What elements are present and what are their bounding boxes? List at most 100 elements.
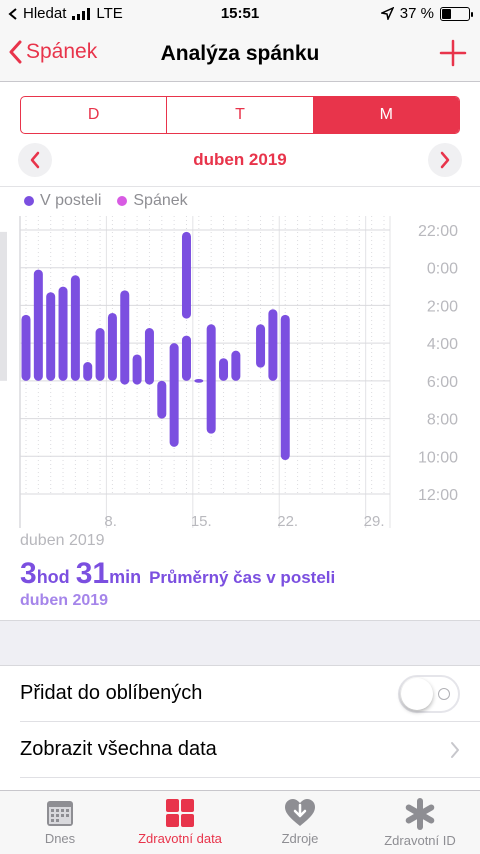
summary-range-label: duben 2019 — [20, 532, 105, 549]
show-all-data-row[interactable]: Zobrazit všechna data — [0, 722, 480, 778]
favorite-label: Přidat do oblíbených — [20, 682, 203, 704]
section-separator — [0, 620, 480, 666]
y-tick-label: 4:00 — [427, 336, 458, 353]
legend-item-asleep: Spánek — [117, 192, 188, 210]
plus-icon — [439, 39, 467, 67]
month-title: duben 2019 — [193, 150, 287, 169]
back-to-app-icon — [8, 7, 17, 20]
battery-percent: 37 % — [399, 5, 434, 22]
chart-bar — [33, 269, 43, 381]
chart-bar — [181, 335, 191, 381]
summary-hours-unit: hod — [36, 567, 70, 587]
chevron-right-icon — [451, 742, 459, 758]
status-time: 15:51 — [220, 5, 260, 22]
tab-medical-id[interactable]: Zdravotní ID — [360, 791, 480, 854]
toggle-knob — [401, 678, 433, 710]
segment-week[interactable]: T — [167, 97, 314, 133]
summary-month: duben 2019 — [20, 592, 109, 609]
tab-label: Zdravotní ID — [384, 833, 456, 848]
back-label: Spánek — [26, 40, 98, 63]
carrier-label: Hledat — [23, 5, 67, 22]
chart-bar — [120, 290, 130, 385]
chart-bar — [231, 350, 241, 381]
legend-item-in-bed: V posteli — [24, 192, 101, 210]
status-right: 37 % — [380, 5, 473, 22]
chart-bar — [157, 380, 167, 419]
location-icon — [380, 7, 394, 20]
asterisk-icon — [405, 798, 435, 830]
legend-dot-in-bed — [24, 196, 34, 206]
show-all-data-label: Zobrazit všechna data — [20, 738, 217, 760]
favorite-toggle[interactable] — [398, 675, 460, 713]
tab-sources[interactable]: Zdroje — [240, 791, 360, 854]
x-tick-label: 8. — [104, 513, 117, 530]
battery-icon — [440, 6, 473, 21]
chart-bar — [107, 312, 117, 381]
chart-bar — [70, 275, 80, 381]
chart-bar — [95, 328, 105, 381]
row-divider — [20, 777, 480, 778]
y-tick-label: 12:00 — [418, 487, 458, 504]
chart-bar — [169, 343, 179, 447]
x-tick-label: 15. — [191, 513, 212, 530]
chart-bar — [194, 378, 204, 383]
status-bar: Hledat LTE 15:51 37 % — [0, 0, 480, 28]
next-month-button[interactable] — [428, 143, 462, 177]
summary-average: 3 hod 31 min Průměrný čas v posteli — [20, 557, 335, 591]
row-divider — [20, 721, 480, 722]
segment-day[interactable]: D — [21, 97, 168, 133]
chart-bar — [83, 362, 93, 381]
chart-bar — [256, 324, 266, 368]
y-tick-label: 10:00 — [418, 449, 458, 466]
tab-label: Dnes — [44, 831, 76, 846]
previous-period-bar — [0, 231, 7, 381]
tab-label: Zdravotní data — [138, 831, 222, 846]
calendar-icon — [47, 801, 73, 826]
legend-label-in-bed: V posteli — [40, 192, 102, 209]
navigation-bar: Spánek Analýza spánku — [0, 28, 480, 82]
y-tick-label: 22:00 — [418, 223, 458, 240]
add-button[interactable] — [438, 38, 468, 73]
chart-bar — [268, 309, 278, 381]
chart-bar — [144, 328, 154, 385]
favorite-row: Přidat do oblíbených — [0, 666, 480, 722]
tab-label: Zdroje — [281, 831, 319, 846]
chart-bar — [21, 314, 31, 381]
chart-bar — [181, 231, 191, 319]
network-label: LTE — [96, 5, 123, 22]
y-tick-label: 8:00 — [427, 412, 458, 429]
back-button[interactable]: Spánek — [8, 40, 97, 64]
chevron-left-icon — [9, 40, 22, 64]
y-tick-label: 0:00 — [427, 261, 458, 278]
previous-month-button[interactable] — [18, 143, 52, 177]
legend-dot-asleep — [117, 196, 128, 206]
signal-icon — [72, 7, 91, 20]
chevron-right-icon — [440, 151, 450, 169]
chart-bar — [280, 314, 290, 461]
x-tick-label: 29. — [364, 513, 385, 530]
tab-today[interactable]: Dnes — [0, 791, 120, 854]
period-segmented-control: D T M — [20, 96, 460, 134]
chart-legend: V posteli Spánek — [24, 192, 188, 210]
y-tick-label: 6:00 — [427, 374, 458, 391]
chart-bar — [46, 292, 56, 381]
grid-icon — [166, 799, 194, 827]
segment-month[interactable]: M — [313, 97, 459, 133]
toggle-off-indicator — [438, 688, 450, 700]
sleep-chart[interactable]: 22:00 0:00 2:00 4:00 6:00 8:00 10:00 12:00 8. 15.… — [0, 212, 480, 530]
status-left: Hledat LTE — [8, 5, 123, 22]
divider — [0, 186, 480, 187]
chart-bar — [132, 354, 142, 385]
heart-download-icon — [285, 799, 315, 826]
summary-minutes-unit: min — [109, 567, 142, 587]
chart-bar — [206, 324, 216, 434]
summary-caption: Průměrný čas v posteli — [149, 568, 336, 587]
y-tick-label: 2:00 — [427, 298, 458, 315]
page-title: Analýza spánku — [160, 42, 320, 65]
x-tick-label: 22. — [277, 513, 298, 530]
tab-health-data[interactable]: Zdravotní data — [120, 791, 240, 854]
summary-minutes: 31 — [75, 557, 110, 590]
tab-bar: Dnes Zdravotní data Zdroje Zdravotní ID — [0, 790, 480, 854]
summary-hours: 3 — [20, 557, 37, 590]
chart-bar — [219, 358, 229, 381]
